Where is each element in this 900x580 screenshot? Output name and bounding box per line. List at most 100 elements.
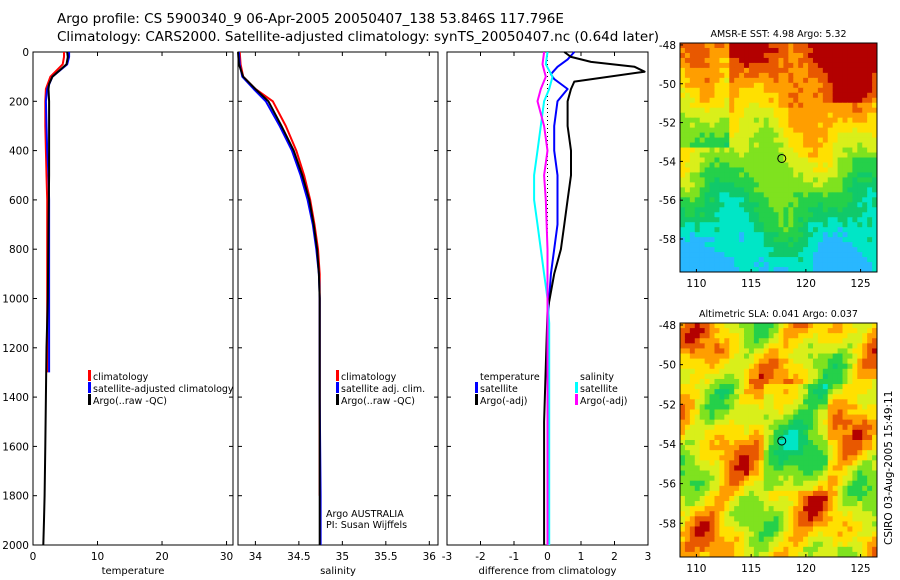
map-cell [719,202,725,208]
map-cell [837,257,844,263]
map-cell [739,526,745,533]
map-cell [724,460,730,467]
map-cell [684,167,691,174]
map-cell [783,384,789,390]
map-cell [788,404,794,411]
map-cell [788,455,794,461]
map-cell [744,424,750,431]
map-cell [852,475,858,482]
map-cell [788,470,794,477]
map-cell [739,389,745,395]
map-cell [763,137,770,144]
map-cell [709,237,716,243]
map-cell [837,424,844,431]
map-cell [753,112,760,119]
map-cell [793,328,799,334]
map-cell [857,333,863,339]
map-cell [783,414,789,421]
map-cell [832,485,839,492]
map-cell [763,521,770,528]
map-cell [793,157,799,164]
map-cell [680,460,686,467]
map-cell [729,516,735,522]
map-cell [729,536,735,543]
map-cell [832,207,839,213]
map-cell [778,348,785,355]
map-cell [803,455,809,461]
map-cell [847,72,853,79]
map-cell [680,470,686,477]
map-cell [758,389,765,395]
map-cell [788,137,794,144]
map-cell [748,192,755,198]
map-cell [773,389,780,395]
map-cell [808,475,814,482]
map-cell [768,222,775,228]
map-cell [827,127,834,134]
map-cell [827,368,834,375]
map-cell [778,232,785,238]
map-cell [680,167,686,174]
map-cell [699,252,706,258]
map-cell [684,404,691,411]
map-cell [714,102,720,109]
map-cell [872,142,877,149]
map-cell [694,546,701,553]
map-cell [739,531,745,538]
map-cell [763,445,770,451]
map-cell [798,526,804,533]
map-cell [748,267,755,272]
map-cell [719,212,725,218]
map-cell [684,147,691,154]
map-cell [847,167,853,174]
map-cell [862,62,868,69]
map-cell [729,122,735,129]
map-cell [724,531,730,538]
map-cell [783,536,789,543]
map-cell [763,212,770,218]
map-cell [729,389,735,395]
map-cell [857,87,863,94]
map-cell [783,47,789,54]
map-cell [694,521,701,528]
map-cell [832,202,839,208]
map-cell [734,343,740,350]
map-cell [827,373,834,380]
map-cell [783,162,789,169]
map-cell [872,67,877,74]
map-cell [852,132,858,139]
map-cell [773,399,780,405]
legend-entry: Argo(-adj) [480,396,527,407]
map-cell [827,72,834,79]
map-cell [793,460,799,467]
map-cell [867,107,873,114]
map-cell [744,460,750,467]
map-cell [724,348,730,355]
map-cell [847,485,853,492]
map-cell [744,222,750,228]
map-cell [773,516,780,522]
map-cell [862,480,868,487]
map-cell [680,57,686,64]
map-cell [753,252,760,258]
map-cell [822,343,829,350]
map-cell [768,343,775,350]
map-cell [719,414,725,421]
map-cell [680,404,686,411]
map-cell [837,419,844,426]
map-cell [753,394,760,400]
map-cell [689,434,696,441]
map-cell [680,77,686,84]
map-cell [852,358,858,365]
map-cell [788,217,794,223]
map-cell [763,424,770,431]
map-cell [837,414,844,421]
map-cell [758,424,765,431]
map-cell [847,52,853,59]
series-line [543,51,646,545]
map-cell [872,52,877,59]
map-cell [680,112,686,119]
map-cell [788,480,794,487]
map-cell [803,43,809,49]
map-cell [798,384,804,390]
